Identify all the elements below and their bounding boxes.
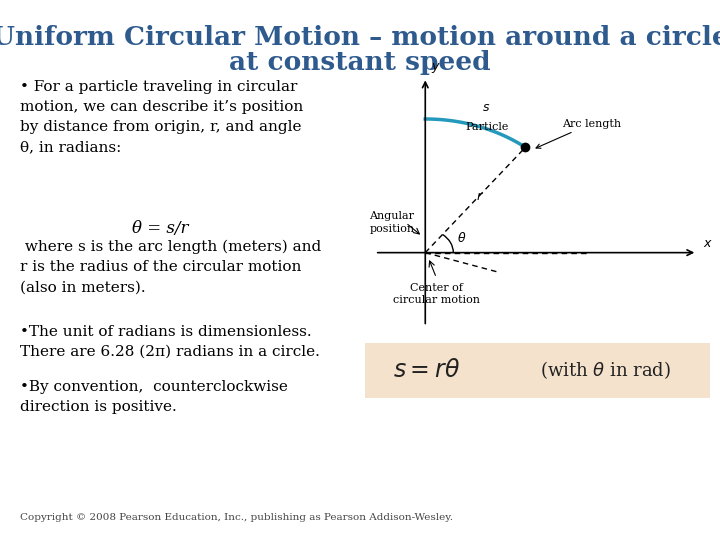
Text: Arc length: Arc length: [536, 119, 621, 148]
Text: $s = r\theta$: $s = r\theta$: [393, 359, 460, 382]
Text: Copyright © 2008 Pearson Education, Inc., publishing as Pearson Addison-Wesley.: Copyright © 2008 Pearson Education, Inc.…: [20, 513, 453, 522]
Text: •The unit of radians is dimensionless.
There are 6.28 (2π) radians in a circle.: •The unit of radians is dimensionless. T…: [20, 325, 320, 359]
Text: $y$: $y$: [431, 61, 441, 75]
FancyBboxPatch shape: [365, 343, 710, 398]
Text: Angular
position: Angular position: [369, 212, 414, 234]
Text: Center of
circular motion: Center of circular motion: [393, 282, 480, 305]
Text: Particle: Particle: [465, 123, 508, 132]
Text: where s is the arc length (meters) and
r is the radius of the circular motion
(a: where s is the arc length (meters) and r…: [20, 240, 321, 294]
Text: θ = s/r: θ = s/r: [132, 220, 188, 237]
Text: $\theta$: $\theta$: [457, 231, 467, 245]
Text: at constant speed: at constant speed: [229, 50, 491, 75]
Text: Uniform Circular Motion – motion around a circle: Uniform Circular Motion – motion around …: [0, 25, 720, 50]
Text: •By convention,  counterclockwise
direction is positive.: •By convention, counterclockwise directi…: [20, 380, 288, 414]
Text: (with $\theta$ in rad): (with $\theta$ in rad): [540, 360, 671, 381]
Text: • For a particle traveling in circular
motion, we can describe it’s position
by : • For a particle traveling in circular m…: [20, 80, 303, 154]
Text: $x$: $x$: [703, 238, 713, 251]
Text: $s$: $s$: [482, 101, 490, 114]
Text: $r$: $r$: [477, 190, 485, 203]
